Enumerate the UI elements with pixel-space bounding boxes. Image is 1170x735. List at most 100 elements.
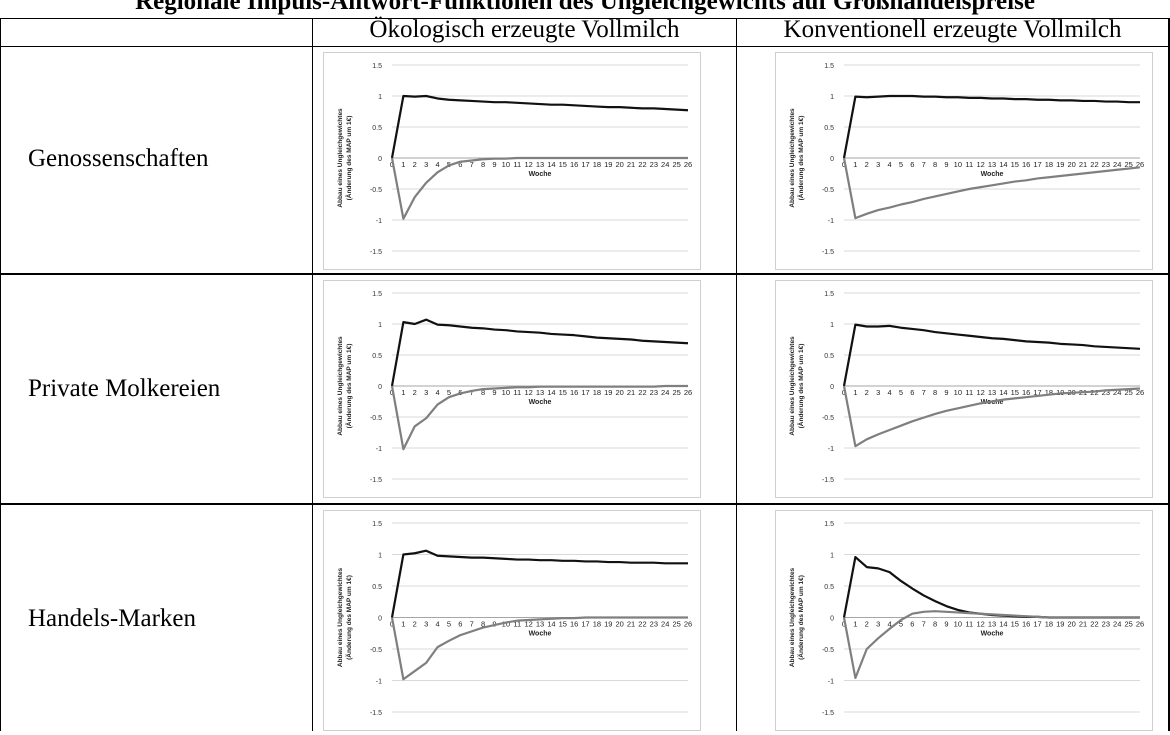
x-tick-label: 12 <box>524 620 532 629</box>
x-tick-label: 14 <box>999 388 1007 397</box>
x-tick-label: 26 <box>684 160 692 169</box>
x-tick-label: 16 <box>570 620 578 629</box>
x-tick-label: 13 <box>988 620 996 629</box>
x-tick-label: 22 <box>1090 620 1098 629</box>
x-tick-label: 9 <box>492 388 496 397</box>
x-tick-label: 3 <box>424 620 428 629</box>
x-tick-label: 0 <box>390 620 394 629</box>
x-tick-label: 15 <box>559 160 567 169</box>
chart-private-conventional: 1.5 1 0.5 0 -0.5 -1 -1.5 0 1 2 3 4 5 6 7 8 9 10 11 12 13 14 15… <box>775 280 1153 498</box>
x-tick-label: 15 <box>1011 388 1019 397</box>
x-axis-label: Woche <box>981 171 1004 178</box>
x-tick-label: 2 <box>413 160 417 169</box>
y-tick-label: 0 <box>830 616 834 623</box>
x-tick-label: 12 <box>976 160 984 169</box>
x-tick-label: 3 <box>424 388 428 397</box>
x-tick-label: 21 <box>627 160 635 169</box>
x-tick-label: 20 <box>1068 620 1076 629</box>
y-tick-label: -1.5 <box>370 249 382 256</box>
x-tick-label: 0 <box>390 160 394 169</box>
series-line-gray <box>842 385 1141 448</box>
x-tick-label: 22 <box>638 160 646 169</box>
x-tick-label: 7 <box>470 620 474 629</box>
chart-handels-organic: 1.5 1 0.5 0 -0.5 -1 -1.5 0 1 2 3 4 5 6 7 8 9 10 11 12 13 14 15… <box>323 510 701 731</box>
x-tick-label: 20 <box>616 160 624 169</box>
x-tick-label: 0 <box>390 388 394 397</box>
x-tick-label: 24 <box>661 620 669 629</box>
x-tick-label: 18 <box>593 160 601 169</box>
x-tick-label: 7 <box>470 160 474 169</box>
x-tick-label: 10 <box>502 620 510 629</box>
x-tick-label: 3 <box>424 160 428 169</box>
x-tick-label: 2 <box>865 388 869 397</box>
x-tick-label: 13 <box>988 160 996 169</box>
x-axis-label: Woche <box>529 171 552 178</box>
y-tick-label: -1.5 <box>822 249 834 256</box>
x-tick-label: 11 <box>513 620 521 629</box>
x-tick-label: 3 <box>876 620 880 629</box>
x-tick-label: 1 <box>401 620 405 629</box>
y-axis-label: Abbau eines Ungleichgewichtes <box>337 336 344 436</box>
y-tick-label: 0 <box>378 384 382 391</box>
x-tick-label: 24 <box>1113 620 1121 629</box>
x-tick-label: 16 <box>1022 388 1030 397</box>
x-tick-label: 25 <box>672 620 680 629</box>
series-line-black <box>390 318 689 387</box>
x-tick-label: 22 <box>1090 160 1098 169</box>
y-tick-label: -0.5 <box>370 415 382 422</box>
x-tick-label: 13 <box>536 620 544 629</box>
x-tick-label: 19 <box>1056 620 1064 629</box>
y-axis-label: (Änderung des MAP um 1€) <box>797 575 805 660</box>
y-tick-label: 1.5 <box>824 291 834 298</box>
x-tick-label: 14 <box>999 620 1007 629</box>
x-tick-label: 19 <box>1056 160 1064 169</box>
y-tick-label: -1 <box>376 679 382 686</box>
column-header-organic: Ökologisch erzeugte Vollmilch <box>369 16 680 43</box>
y-tick-label: 0 <box>830 156 834 163</box>
x-tick-label: 11 <box>513 388 521 397</box>
chart-handels-conventional: 1.5 1 0.5 0 -0.5 -1 -1.5 0 1 2 3 4 5 6 7 8 9 10 11 12 13 14 15… <box>775 510 1153 731</box>
y-tick-label: 1 <box>378 322 382 329</box>
x-tick-label: 18 <box>1045 160 1053 169</box>
x-tick-label: 21 <box>627 388 635 397</box>
table-border-row2 <box>0 503 1170 505</box>
y-tick-label: -0.5 <box>370 187 382 194</box>
y-axis-label: (Änderung des MAP um 1€) <box>345 116 353 201</box>
x-tick-label: 19 <box>604 620 612 629</box>
x-tick-label: 25 <box>1124 388 1132 397</box>
x-tick-label: 9 <box>944 160 948 169</box>
x-tick-label: 4 <box>887 160 891 169</box>
x-tick-label: 4 <box>435 160 439 169</box>
y-tick-label: 0.5 <box>824 584 834 591</box>
x-tick-label: 7 <box>922 620 926 629</box>
x-tick-label: 19 <box>604 160 612 169</box>
x-tick-label: 11 <box>965 388 973 397</box>
x-tick-label: 4 <box>435 388 439 397</box>
x-tick-label: 10 <box>954 620 962 629</box>
x-tick-label: 19 <box>604 388 612 397</box>
y-tick-label: 1.5 <box>372 63 382 70</box>
x-tick-label: 6 <box>910 160 914 169</box>
x-tick-label: 14 <box>547 620 555 629</box>
x-tick-label: 6 <box>910 388 914 397</box>
x-tick-label: 24 <box>661 160 669 169</box>
column-header-conventional: Konventionell erzeugte Vollmilch <box>783 16 1122 43</box>
x-tick-label: 2 <box>865 160 869 169</box>
x-tick-label: 13 <box>536 160 544 169</box>
y-tick-label: 0.5 <box>824 125 834 132</box>
series-line-gray <box>390 156 688 220</box>
x-tick-label: 20 <box>1068 160 1076 169</box>
y-axis-label: (Änderung des MAP um 1€) <box>345 344 353 429</box>
x-tick-label: 5 <box>899 388 903 397</box>
chart-genossenschaften-organic: 1.5 1 0.5 0 -0.5 -1 -1.5 0 1 2 3 4 5 6 7 8 9 10 11 12 13 14 15… <box>323 52 701 270</box>
x-tick-label: 9 <box>492 160 496 169</box>
x-tick-label: 9 <box>944 388 948 397</box>
x-tick-label: 26 <box>1136 160 1144 169</box>
x-tick-label: 1 <box>401 388 405 397</box>
x-tick-label: 0 <box>842 620 846 629</box>
y-tick-label: 1 <box>378 553 382 560</box>
series-line-black <box>390 94 689 159</box>
series-line-gray <box>390 384 688 451</box>
x-tick-label: 15 <box>559 620 567 629</box>
